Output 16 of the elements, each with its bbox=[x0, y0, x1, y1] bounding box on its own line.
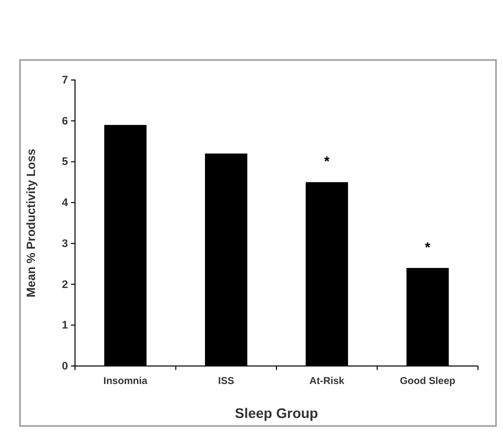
y-tick-label: 6 bbox=[62, 115, 68, 128]
x-tick-label: Good Sleep bbox=[400, 376, 456, 387]
x-tick-label: Insomnia bbox=[103, 376, 148, 387]
annotation: * bbox=[424, 238, 431, 255]
y-tick-label: 1 bbox=[62, 320, 68, 332]
x-axis-title: Sleep Group bbox=[234, 405, 318, 421]
y-tick-label: 3 bbox=[62, 238, 68, 250]
y-axis-title: Mean % Productivity Loss bbox=[24, 148, 38, 298]
annotation: * bbox=[324, 153, 330, 170]
y-tick-label: 0 bbox=[62, 360, 68, 373]
y-tick-label: 2 bbox=[62, 278, 68, 291]
x-tick-label: ISS bbox=[218, 376, 235, 387]
y-tick-label: 7 bbox=[62, 74, 68, 87]
y-tick-label: 5 bbox=[62, 156, 68, 168]
y-tick-label: 4 bbox=[62, 197, 69, 210]
x-tick-label: At-Risk bbox=[309, 376, 345, 387]
